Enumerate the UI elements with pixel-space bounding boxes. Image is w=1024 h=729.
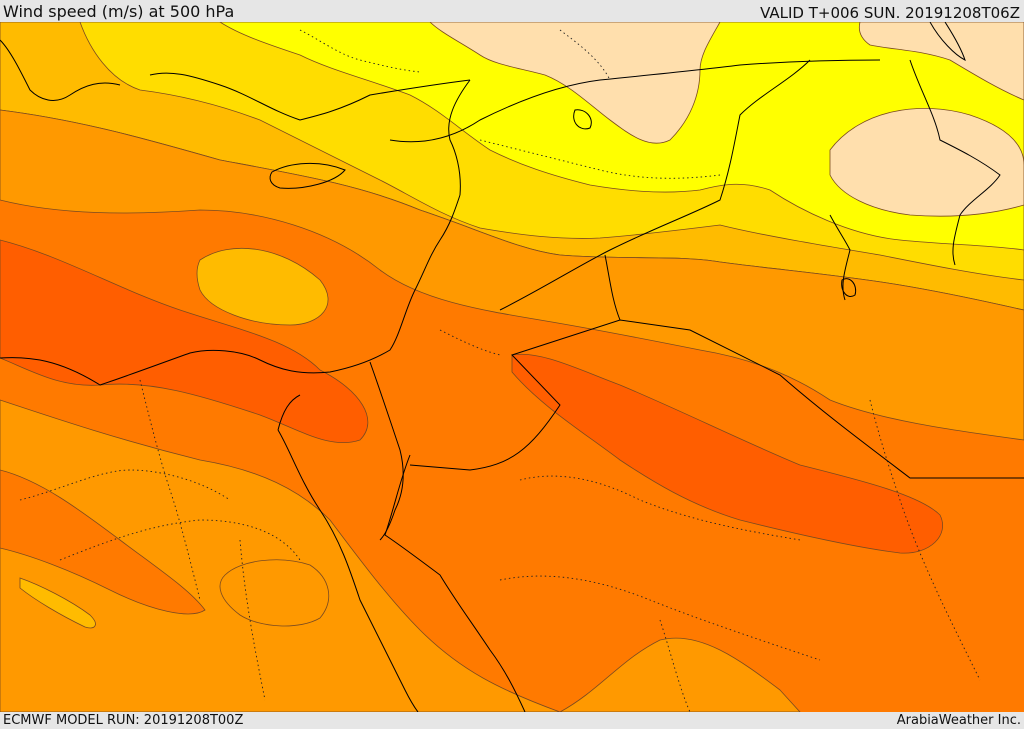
border-iraq-saudi: [604, 254, 621, 321]
border-jordan: [409, 319, 1024, 479]
island-bahrain: [841, 278, 857, 297]
border-turkey-syria: [389, 59, 881, 143]
gulf-suez: [277, 394, 301, 431]
band-yellow-north: [219, 22, 1024, 251]
band-red-orange-east: [511, 353, 943, 554]
footer-bar: ECMWF MODEL RUN: 20191208T00Z ArabiaWeat…: [0, 712, 1024, 729]
border-iraq-north: [499, 59, 811, 311]
band-orange-south: [559, 637, 801, 712]
band-amber-sliver: [19, 577, 96, 629]
band-orange-middle: [0, 109, 1024, 441]
band-amber-lens-med: [196, 247, 329, 326]
lake-van: [573, 109, 592, 130]
wind-speed-map: [0, 22, 1024, 712]
border-iran: [909, 59, 1001, 266]
band-light-east: [829, 108, 1024, 217]
model-run: ECMWF MODEL RUN: 20191208T00Z: [3, 713, 244, 728]
coast-levant: [448, 79, 471, 196]
credit: ArabiaWeather Inc.: [896, 713, 1021, 728]
cyprus: [269, 162, 346, 189]
border-sinai: [369, 361, 404, 541]
coast-med-south: [0, 194, 461, 386]
map-title: Wind speed (m/s) at 500 hPa: [3, 2, 235, 21]
coast-gulf: [829, 214, 851, 301]
valid-time: VALID T+006 SUN. 20191208T06Z: [760, 4, 1020, 22]
band-orange-blob-sw: [219, 559, 329, 627]
coast-aegean: [0, 39, 121, 101]
band-light-northeast: [858, 22, 1024, 101]
header-bar: Wind speed (m/s) at 500 hPa VALID T+006 …: [0, 0, 1024, 22]
coast-red-sea-west: [277, 429, 419, 712]
coast-caspian-lake: [929, 22, 966, 61]
band-orange-southwest: [0, 399, 561, 712]
band-dark-orange-west-lower: [0, 469, 206, 615]
boundaries: [0, 22, 1024, 712]
dotted-borders: [19, 29, 981, 712]
coast-red-sea-east: [384, 454, 526, 712]
coast-turkey-south: [149, 72, 471, 121]
